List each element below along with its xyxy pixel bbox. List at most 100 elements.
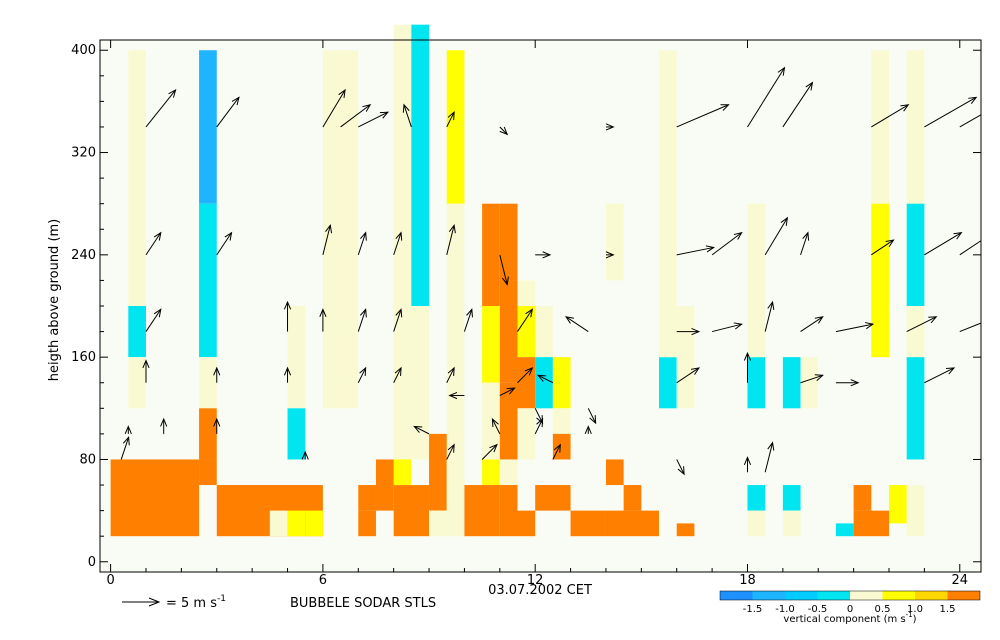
wind-vector xyxy=(676,245,715,256)
heatmap-cell xyxy=(747,510,766,537)
colorbar-tick-label: 0.5 xyxy=(875,604,891,615)
x-axis-label: 03.07.2002 CET xyxy=(488,583,592,598)
y-tick-label: 80 xyxy=(79,452,96,467)
heatmap-cell xyxy=(199,459,217,486)
wind-vector xyxy=(145,308,162,332)
wind-vector xyxy=(446,366,455,383)
heatmap-cell xyxy=(393,306,412,460)
wind-vector xyxy=(393,231,403,256)
wind-vector xyxy=(871,239,895,256)
heatmap-cell xyxy=(482,203,500,306)
heatmap-cell xyxy=(269,510,288,537)
heatmap-cell xyxy=(552,357,571,409)
heatmap-cell xyxy=(358,485,376,511)
heatmap-cell xyxy=(305,510,323,537)
heatmap-cell xyxy=(659,50,677,306)
wind-vector xyxy=(711,322,743,333)
heatmap-cell xyxy=(659,306,677,358)
wind-vector xyxy=(906,316,938,333)
heatmap-cell xyxy=(835,523,854,537)
wind-vector xyxy=(517,308,534,332)
heatmap-cell xyxy=(287,306,306,409)
y-tick-label: 320 xyxy=(71,146,96,161)
wind-vector xyxy=(800,374,824,384)
heatmap-cell xyxy=(906,485,925,537)
wind-vector xyxy=(145,88,177,128)
heatmap-cell xyxy=(782,510,801,537)
heatmap-cell xyxy=(605,459,624,486)
heatmap-cell xyxy=(906,306,925,358)
heatmap-cell xyxy=(782,485,801,511)
wind-vector xyxy=(402,103,412,128)
heatmap-cell xyxy=(906,203,925,306)
heatmap-cell xyxy=(800,357,819,409)
colorbar-label-close: ) xyxy=(913,614,917,625)
wind-vector xyxy=(216,231,233,256)
heatmap-cell xyxy=(199,203,217,358)
heatmap-cell xyxy=(605,510,660,537)
colorbar-swatch xyxy=(785,591,818,600)
heatmap-cell xyxy=(411,24,430,307)
wind-vector xyxy=(743,456,752,473)
x-tick-label: 24 xyxy=(951,573,968,588)
heatmap-cell xyxy=(411,306,430,460)
x-tick-label: 12 xyxy=(527,573,544,588)
wind-vector xyxy=(835,322,875,333)
x-tick-label: 0 xyxy=(106,573,114,588)
heatmap-cell xyxy=(128,357,146,409)
colorbar-tick-label: 1.5 xyxy=(940,604,956,615)
reference-arrow-head xyxy=(148,597,161,607)
reference-label-text: = 5 m s xyxy=(166,596,217,611)
heatmap-cell xyxy=(482,459,500,486)
wind-vector xyxy=(782,81,814,128)
wind-vector xyxy=(446,443,455,460)
heatmap-cell xyxy=(517,280,536,306)
wind-vector xyxy=(676,459,685,476)
wind-vector xyxy=(283,366,292,383)
wind-vector xyxy=(924,96,978,128)
heatmap-cell xyxy=(464,485,500,537)
heatmap-cell xyxy=(517,357,536,409)
heatmap-cell xyxy=(676,306,695,409)
heatmap-cells xyxy=(100,24,981,572)
heatmap-cell xyxy=(782,357,801,409)
heatmap-cell xyxy=(322,50,359,409)
wind-vector xyxy=(764,216,789,256)
wind-vector xyxy=(446,224,456,255)
wind-vector xyxy=(481,443,498,460)
colorbar-swatch xyxy=(817,591,850,600)
wind-vector xyxy=(499,254,509,286)
heatmap-cell xyxy=(871,50,890,204)
wind-vector xyxy=(124,425,132,435)
heatmap-cell xyxy=(110,459,200,537)
wind-vector xyxy=(413,425,430,435)
wind-vector xyxy=(301,450,309,460)
y-tick-label: 0 xyxy=(88,555,96,570)
heatmap-cell xyxy=(570,510,606,537)
x-tick-label: 6 xyxy=(319,573,327,588)
heatmap-cell xyxy=(605,203,624,281)
wind-vector xyxy=(564,316,589,332)
heatmap-cell xyxy=(517,510,536,537)
heatmap-cell xyxy=(517,408,536,460)
reference-label: = 5 m s-1 xyxy=(166,594,226,611)
heatmap-cell xyxy=(128,50,146,306)
heatmap-cell xyxy=(482,382,500,460)
wind-vector xyxy=(584,425,592,435)
heatmap-cell xyxy=(446,50,465,204)
heatmap-cell xyxy=(393,459,412,486)
heatmap-cell xyxy=(853,485,872,511)
heatmap-cell xyxy=(358,510,376,537)
wind-vector xyxy=(517,367,534,384)
colorbar-label-exponent: -1 xyxy=(906,611,913,619)
heatmap-cell xyxy=(747,357,766,409)
colorbar-swatch xyxy=(882,591,915,600)
wind-vector xyxy=(358,111,390,128)
wind-vector xyxy=(499,126,509,136)
heatmap-cell xyxy=(199,357,217,409)
heatmap-cell xyxy=(906,357,925,460)
wind-vector xyxy=(800,231,810,256)
wind-vector xyxy=(446,111,455,128)
wind-vector xyxy=(676,367,700,384)
